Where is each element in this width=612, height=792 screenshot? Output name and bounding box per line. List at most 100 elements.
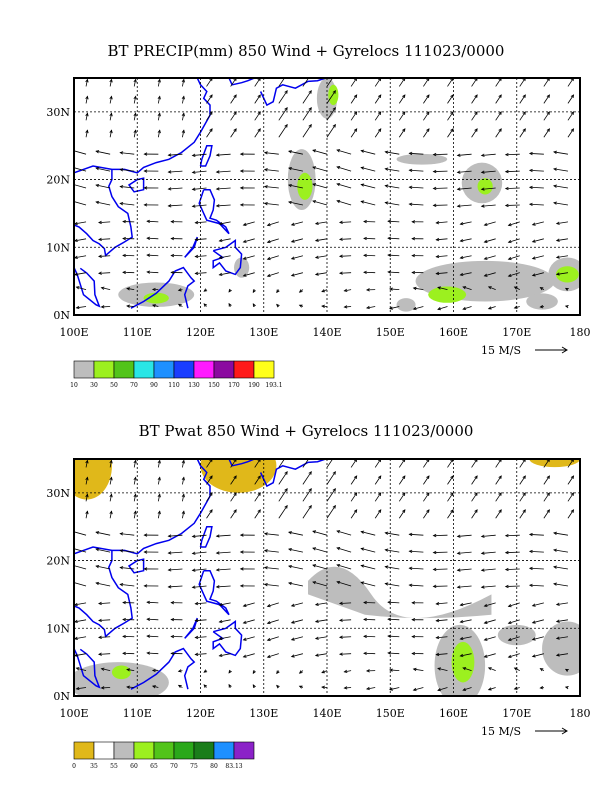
wind-vector-head [314, 619, 319, 623]
wind-vector [519, 492, 526, 502]
wind-vector-head [504, 152, 509, 157]
wind-vector [267, 653, 279, 658]
wind-vector-head [122, 219, 126, 224]
wind-vector [350, 128, 358, 138]
wind-vector [423, 94, 430, 104]
wind-vector-head [191, 187, 196, 191]
wind-vector-head [553, 565, 557, 569]
wind-vector-head [513, 286, 518, 290]
wind-vector-head [266, 654, 271, 659]
wind-vector-head [343, 305, 348, 309]
wind-vector-head [365, 686, 370, 691]
pwat-dry-area [529, 459, 580, 468]
wind-vector-head [435, 652, 440, 657]
wind-vector-head [314, 272, 319, 276]
wind-vector [74, 238, 87, 242]
wind-vector-head [450, 111, 454, 115]
wind-vector-head [284, 487, 288, 492]
wind-vector-head [456, 187, 461, 191]
wind-vector-head [402, 492, 406, 496]
wind-vector [532, 653, 544, 657]
wind-vector-head [143, 169, 148, 173]
wind-vector-head [474, 94, 478, 99]
wind-vector-head [181, 493, 185, 498]
colorbar-swatch [173, 360, 195, 379]
map-frame [73, 77, 581, 316]
wind-vector [302, 124, 312, 138]
coastline-palawan [184, 236, 199, 258]
wind-vector [168, 534, 183, 537]
wind-vector [385, 151, 400, 155]
wind-vector-head [239, 169, 244, 173]
wind-vector-head [170, 253, 175, 258]
wind-vector [389, 288, 400, 291]
wind-vector [336, 166, 352, 172]
wind-vector [529, 169, 544, 172]
wind-vector [336, 530, 352, 536]
wind-vector-head [555, 636, 560, 640]
wind-vector-head [209, 94, 213, 99]
wind-vector-head [528, 566, 533, 571]
wind-vector-head [546, 509, 550, 513]
wind-vector [508, 272, 520, 277]
wind-vector [567, 78, 574, 87]
wind-vector [243, 255, 255, 260]
colorbar-label: 30 [90, 382, 98, 389]
wind-vector [254, 111, 261, 121]
wind-vector-head [233, 492, 237, 496]
wind-vector-head [426, 111, 430, 115]
wind-vector [336, 547, 352, 553]
wind-vector [436, 636, 448, 639]
wind-vector-head [312, 564, 317, 568]
wind-vector [219, 653, 231, 657]
wind-vector-head [209, 111, 213, 115]
wind-vector [326, 505, 336, 519]
wind-vector [556, 221, 569, 225]
wind-vector-head [263, 202, 268, 206]
colorbar-label: 90 [150, 382, 158, 389]
wind-vector-head [308, 123, 312, 128]
wind-vector [264, 202, 279, 206]
wind-vector-head [308, 106, 312, 111]
wind-vector [206, 459, 213, 468]
wind-vector-head [290, 222, 295, 226]
wind-vector [96, 582, 111, 587]
wind-vector-head [522, 111, 526, 115]
wind-vector-head [432, 533, 437, 538]
wind-vector [264, 186, 279, 189]
wind-vector-head [498, 94, 502, 99]
wind-vector-head [343, 686, 348, 690]
wind-vector [315, 238, 328, 242]
wind-vector [388, 220, 400, 223]
lon-label: 120E [186, 326, 215, 339]
wind-vector [230, 94, 237, 104]
wind-vector-head [218, 636, 223, 641]
wind-vector-head [570, 475, 575, 480]
wind-vector [409, 567, 424, 570]
wind-vector [278, 78, 285, 87]
wind-vector [264, 152, 279, 155]
wind-vector [243, 619, 255, 624]
wind-vector [243, 238, 255, 243]
wind-vector [447, 78, 454, 87]
wind-vector-head [85, 112, 89, 117]
wind-vector [264, 583, 279, 587]
wind-vector-head [360, 581, 365, 585]
wind-vector-head [336, 530, 341, 534]
wind-vector-head [528, 151, 533, 156]
wind-vector [133, 477, 137, 485]
wind-vector-head [332, 471, 336, 475]
wind-vector [481, 568, 496, 571]
wind-vector [398, 94, 406, 104]
wind-vector-head [122, 270, 126, 275]
wind-vector-head [95, 548, 100, 552]
wind-vector-head [462, 667, 467, 671]
wind-vector-head [365, 669, 370, 673]
wind-vector-head [474, 128, 478, 132]
colorbar-swatch [173, 741, 195, 760]
wind-vector [529, 550, 544, 553]
wind-vector-head [333, 74, 336, 77]
wind-vector [553, 151, 569, 155]
wind-vector-head [553, 582, 557, 586]
wind-vector [339, 636, 352, 638]
